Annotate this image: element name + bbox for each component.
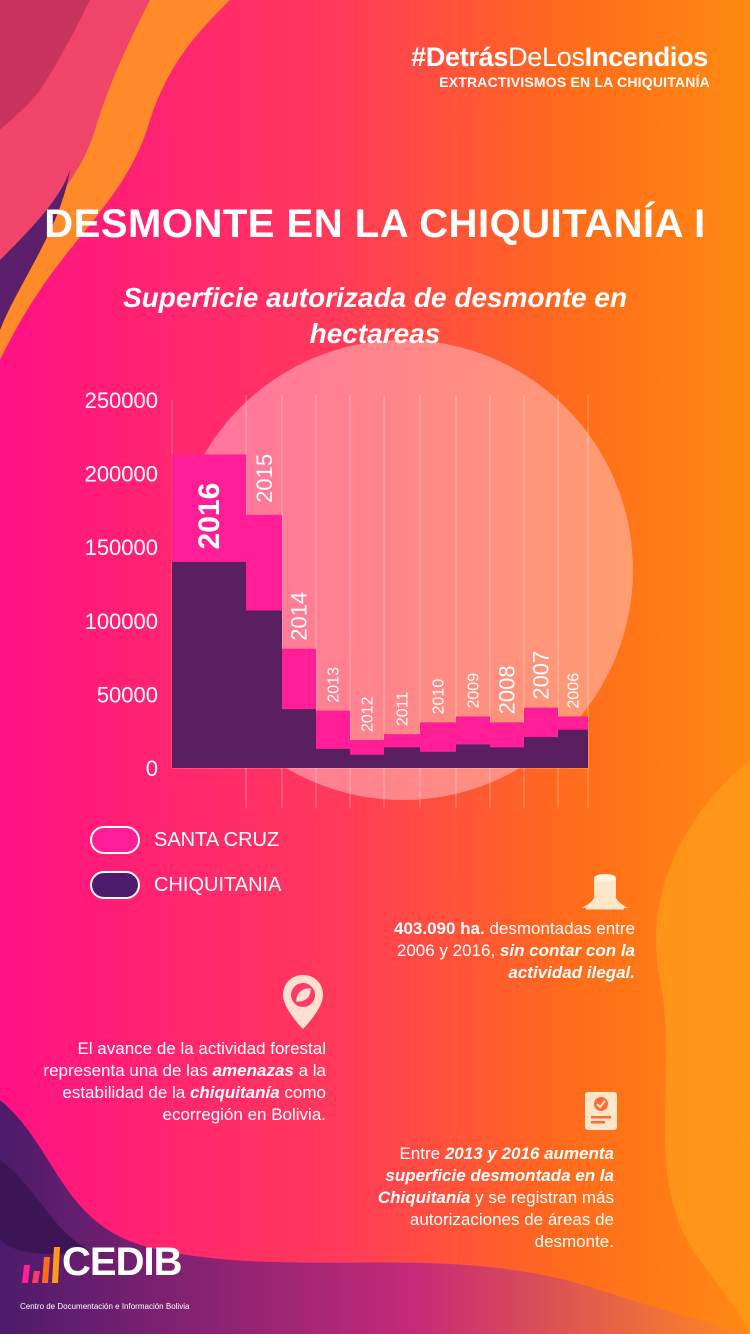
bar-label-2016: 2016 [193,483,226,550]
bar-chiquitania-2014 [282,709,316,768]
bar-label-2007: 2007 [529,651,554,700]
logo-bars-icon [22,1247,60,1283]
swirl-purple [0,170,70,330]
legend-label-santa-cruz: SANTA CRUZ [154,828,280,851]
bar-label-2006: 2006 [566,673,583,709]
fact-forest: El avance de la actividad forestal repre… [40,1038,326,1126]
bar-chiquitania-2012 [350,754,384,768]
bar-chiquitania-2007 [524,737,558,768]
tree-stump-icon [582,874,628,910]
bar-label-2012: 2012 [360,696,377,732]
fact-forest-text-1: El avance de la actividad forestal repre… [43,1039,326,1080]
legend-santa-cruz: SANTA CRUZ [90,826,279,854]
bar-chiquitania-2013 [316,748,350,768]
fact-forest-emph-1: amenazas [212,1061,294,1080]
y-tick-label: 50000 [97,682,158,707]
hashtag-part-2: DeLos [508,42,585,72]
swirl-red [0,0,90,130]
bar-chiquitania-2008 [490,747,524,768]
legend-swatch-chiquitania [90,871,140,899]
bar-chiquitania-2006 [558,729,588,768]
fact-increase-emph: 2013 y 2016 aumenta superficie desmontad… [377,1144,614,1207]
legend-swatch-santa-cruz [90,826,140,854]
bar-chiquitania-2010 [420,751,456,768]
bar-label-2008: 2008 [495,665,520,714]
bar-label-2013: 2013 [326,667,343,703]
y-tick-label: 200000 [85,462,158,487]
bar-label-2010: 2010 [431,679,448,715]
subtag: EXTRACTIVISMOS EN LA CHIQUITANÍA [439,74,710,90]
bar-label-2009: 2009 [466,673,483,709]
page-title: DESMONTE EN LA CHIQUITANÍA I [44,202,706,246]
bar-label-2011: 2011 [395,692,412,727]
hashtag: #DetrásDeLosIncendios [411,42,708,73]
chart-subtitle: Superficie autorizada de desmonte en hec… [122,282,628,349]
fact-forest-text-3: como ecorregión en Bolivia. [162,1083,326,1124]
bar-chiquitania-2009 [456,744,490,768]
wave-bottom [0,1100,750,1334]
bar-chart: 250000 200000 150000 100000 50000 0 2016 2015 2… [85,388,589,808]
logo-text: CEDIB [62,1240,182,1284]
fact-hectares-value: 403.090 ha. [393,919,485,938]
bar-chiquitania-2011 [384,747,420,768]
checklist-icon [585,1092,617,1130]
logo-caption: Centro de Documentación e Información Bo… [20,1302,190,1311]
bar-label-2014: 2014 [287,592,312,641]
fact-hectares-text: desmontadas entre 2006 y 2016, [396,919,635,960]
fact-forest-text-2: a la estabilidad de la [62,1061,326,1102]
hashtag-part-1: #Detrás [411,42,509,72]
location-leaf-icon [283,975,323,1029]
fact-hectares-emph: sin contar con la actividad ilegal. [499,941,635,982]
wave-bottom-dark [0,1160,90,1255]
y-tick-label: 100000 [85,609,158,634]
fact-increase: Entre 2013 y 2016 aumenta superficie des… [360,1143,614,1253]
fact-increase-text-1: Entre [399,1144,445,1163]
cedib-logo: CEDIB [22,1240,182,1285]
y-tick-label: 250000 [85,388,158,413]
bar-label-2015: 2015 [252,454,277,503]
y-tick-label: 150000 [85,535,158,560]
bar-chiquitania-2016 [172,561,246,768]
fact-hectares: 403.090 ha. desmontadas entre 2006 y 201… [370,918,635,984]
bar-chiquitania-2015 [246,610,282,768]
hashtag-part-3: Incendios [584,42,709,72]
wave-right [656,760,750,1334]
fact-forest-emph-2: chiquitanía [189,1083,280,1102]
legend-chiquitania: CHIQUITANIA [90,871,281,899]
fact-increase-text-2: y se registran más autorizaciones de áre… [409,1188,614,1251]
legend-label-chiquitania: CHIQUITANIA [154,873,282,896]
y-tick-label: 0 [146,756,158,781]
